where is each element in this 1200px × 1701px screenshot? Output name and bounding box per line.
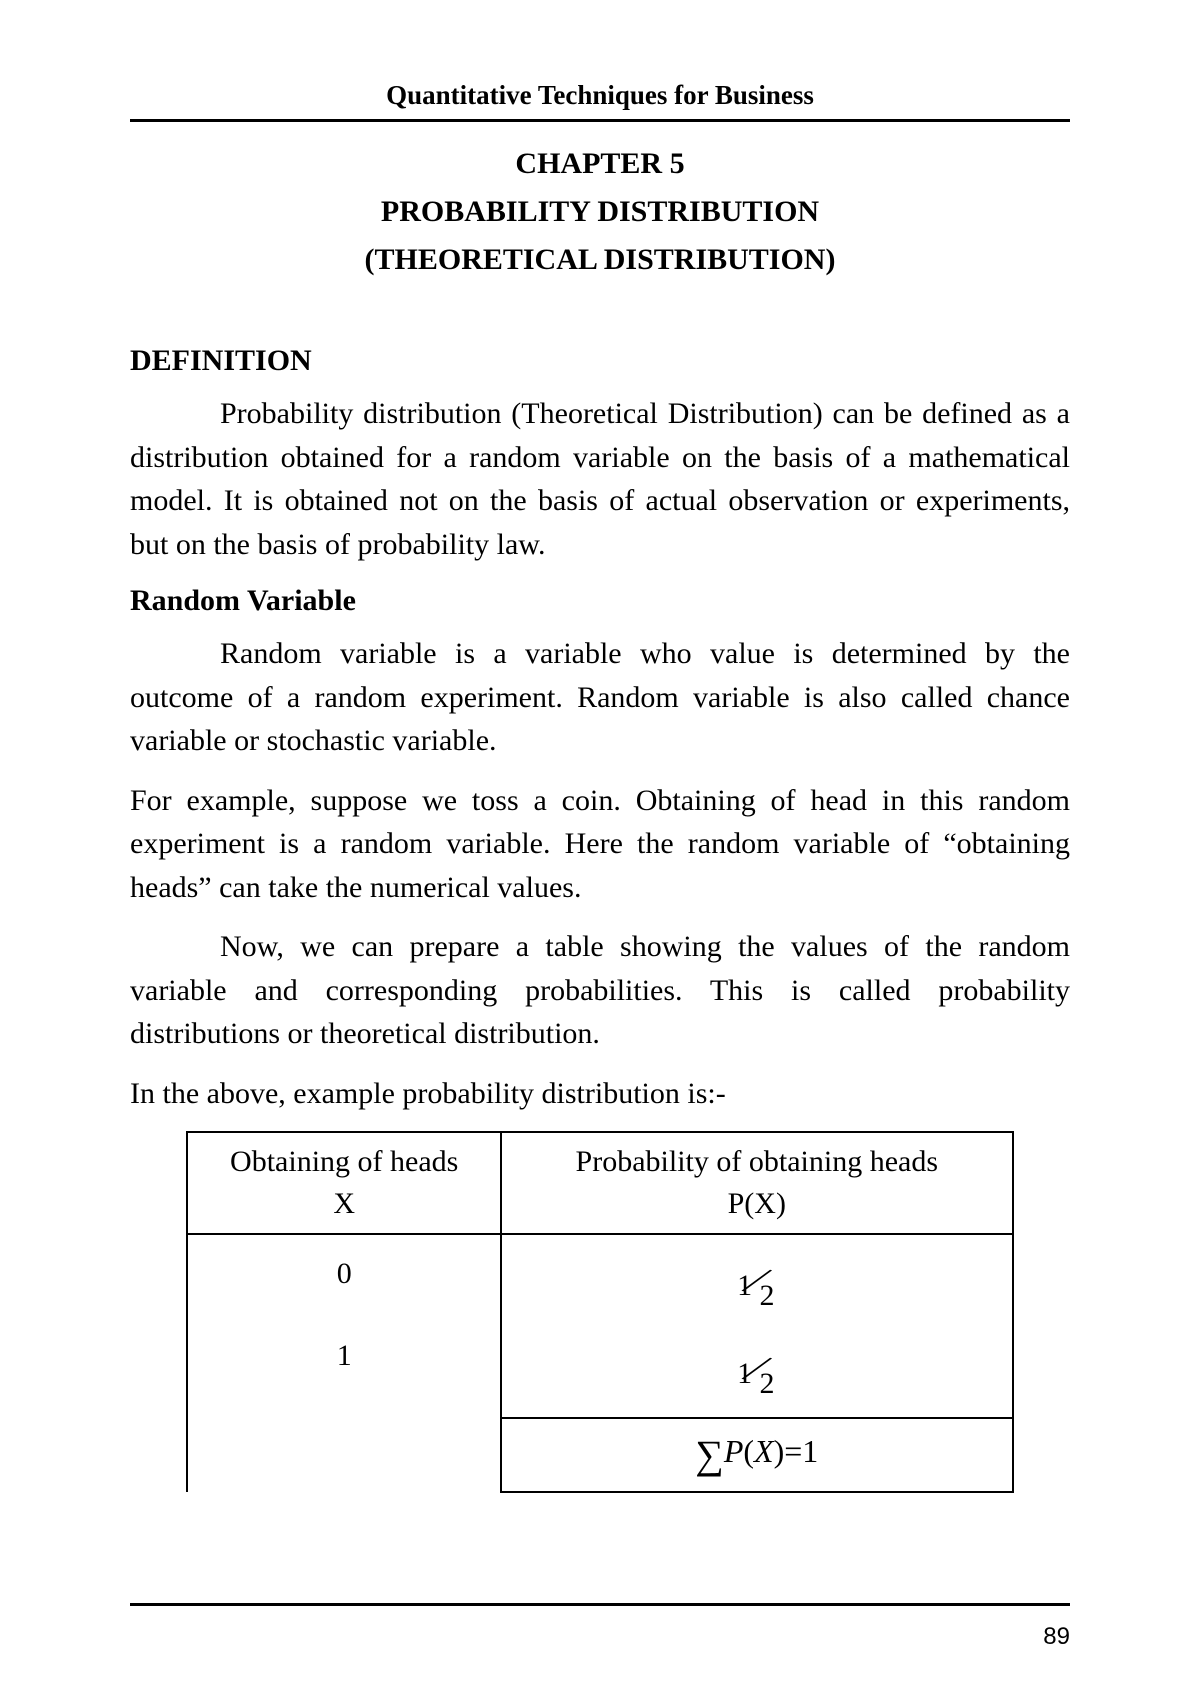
sum-X: X	[754, 1433, 774, 1469]
footer-rule	[130, 1603, 1070, 1606]
definition-paragraph: Probability distribution (Theoretical Di…	[130, 392, 1070, 566]
sum-P: P	[724, 1433, 744, 1469]
frac-den-0: 2	[759, 1281, 774, 1311]
random-variable-heading: Random Variable	[130, 584, 1070, 618]
header-rule	[130, 119, 1070, 122]
running-header: Quantitative Techniques for Business	[130, 80, 1070, 111]
x-value-0: 0	[198, 1253, 490, 1295]
definition-heading: DEFINITION	[130, 344, 1070, 378]
p-value-1: 1⁄2	[512, 1341, 1002, 1389]
col2-header: Probability of obtaining heads P(X)	[501, 1132, 1013, 1234]
sigma-icon: ∑	[695, 1432, 724, 1477]
random-variable-p2: For example, suppose we toss a coin. Obt…	[130, 779, 1070, 910]
chapter-title-1: PROBABILITY DISTRIBUTION	[130, 188, 1070, 236]
col2-header-line2: P(X)	[728, 1187, 786, 1220]
probability-table: Obtaining of heads X Probability of obta…	[186, 1131, 1013, 1493]
sum-cell: ∑P(X)=1	[501, 1418, 1013, 1492]
random-variable-p4: In the above, example probability distri…	[130, 1072, 1070, 1116]
x-value-1: 1	[198, 1335, 490, 1377]
col1-header: Obtaining of heads X	[187, 1132, 501, 1234]
sum-eq: =1	[784, 1433, 818, 1469]
table-data-row: 0 1 1⁄2 1⁄2	[187, 1234, 1012, 1418]
p-value-0: 1⁄2	[512, 1253, 1002, 1301]
chapter-number: CHAPTER 5	[130, 140, 1070, 188]
frac-den-1: 2	[759, 1369, 774, 1399]
sum-open: (	[743, 1433, 754, 1469]
random-variable-p3: Now, we can prepare a table showing the …	[130, 925, 1070, 1056]
chapter-title-2: (THEORETICAL DISTRIBUTION)	[130, 236, 1070, 284]
table-header-row: Obtaining of heads X Probability of obta…	[187, 1132, 1012, 1234]
col1-header-line1: Obtaining of heads	[230, 1145, 458, 1178]
col1-header-line2: X	[333, 1187, 355, 1220]
random-variable-p1: Random variable is a variable who value …	[130, 632, 1070, 763]
x-values-cell: 0 1	[187, 1234, 501, 1492]
p-values-cell: 1⁄2 1⁄2	[501, 1234, 1013, 1418]
col2-header-line1: Probability of obtaining heads	[576, 1145, 938, 1178]
page-number: 89	[1043, 1623, 1070, 1651]
sum-close: )	[774, 1433, 785, 1469]
